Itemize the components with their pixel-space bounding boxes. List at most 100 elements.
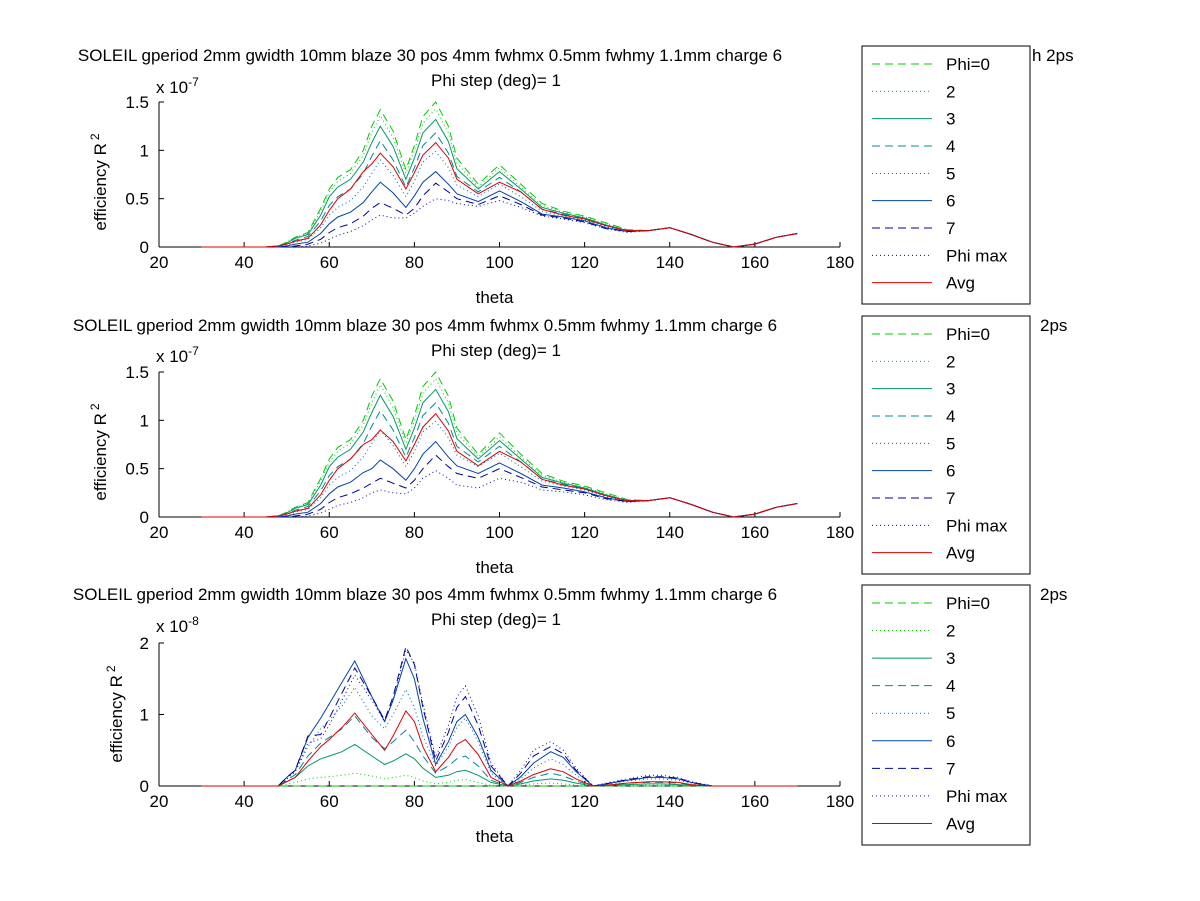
plot-area: 20 40 60 80 100 120 140 160 180 theta 0 0.5 1 1.5 (125, 363, 854, 577)
chart-title-tail: 2ps (1040, 316, 1067, 335)
y-axis-label-sup: 2 (88, 133, 102, 140)
series-line (201, 402, 798, 518)
y-tick-label: 0 (140, 777, 149, 796)
chart-title-tail: 2ps (1040, 585, 1067, 604)
series-line (201, 118, 798, 248)
x-axis-label: theta (476, 288, 514, 307)
series-line (201, 132, 798, 248)
legend-box (861, 315, 1031, 575)
x-tick-label: 100 (485, 792, 513, 811)
legend-label: 5 (946, 164, 955, 183)
series-line (201, 170, 798, 248)
x-tick-label: 20 (150, 523, 169, 542)
chart-title-tail: h 2ps (1032, 46, 1074, 65)
legend-label: 2 (946, 352, 955, 371)
y-tick-label: 0.5 (125, 460, 149, 479)
legend-label: 3 (946, 110, 955, 129)
plot-area: 20 40 60 80 100 120 140 160 180 theta 0 1 2 (140, 634, 855, 846)
x-tick-label: 180 (826, 253, 854, 272)
x-tick-label: 140 (656, 523, 684, 542)
legend-label: Phi max (946, 246, 1008, 265)
x-tick-label: 100 (485, 253, 513, 272)
y-tick-label: 0 (140, 238, 149, 257)
x-tick-label: 20 (150, 253, 169, 272)
series-line (201, 686, 798, 787)
series-line (201, 377, 798, 518)
legend-label: Phi=0 (946, 325, 990, 344)
x-tick-label: 120 (570, 253, 598, 272)
y-tick-label: 1 (140, 411, 149, 430)
x-tick-label: 120 (570, 523, 598, 542)
legend: Phi=0 2 3 4 5 6 7 Phi max Avg (861, 584, 1031, 846)
series-line (201, 182, 798, 248)
legend-label: 2 (946, 622, 955, 641)
x-tick-label: 40 (235, 792, 254, 811)
y-tick-label: 1 (140, 141, 149, 160)
series-line (201, 454, 798, 518)
legend-label: 2 (946, 82, 955, 101)
chart-2: SOLEIL gperiod 2mm gwidth 10mm blaze 30 … (73, 315, 1067, 577)
legend-label: 6 (946, 462, 955, 481)
y-tick-label: 1.5 (125, 363, 149, 382)
x-tick-label: 80 (405, 523, 424, 542)
x-axis-label: theta (476, 558, 514, 577)
y-exponent-prefix: x 10 (156, 617, 188, 636)
legend-label: 7 (946, 489, 955, 508)
y-exponent-label: x 10-7 (156, 75, 199, 97)
series-line (201, 412, 798, 518)
legend-label: 6 (946, 732, 955, 751)
x-tick-label: 60 (320, 792, 339, 811)
x-tick-label: 140 (656, 253, 684, 272)
series-line (201, 198, 798, 248)
legend-label: Phi=0 (946, 594, 990, 613)
legend: Phi=0 2 3 4 5 6 7 Phi max Avg (861, 45, 1031, 305)
x-tick-label: 180 (826, 523, 854, 542)
y-axis-label-text: efficiency R (91, 143, 110, 231)
legend-label: Avg (946, 274, 975, 293)
x-tick-label: 180 (826, 792, 854, 811)
y-axis-label-text: efficiency R (107, 675, 126, 763)
legend-label: 6 (946, 192, 955, 211)
series-line (201, 470, 798, 518)
series-line (201, 420, 798, 518)
y-exponent-power: -7 (188, 75, 199, 89)
legend-label: 7 (946, 759, 955, 778)
chart-title-line1: SOLEIL gperiod 2mm gwidth 10mm blaze 30 … (73, 585, 777, 604)
legend-label: Phi max (946, 516, 1008, 535)
legend-label: 4 (946, 677, 955, 696)
series-line (201, 101, 798, 248)
legend-label: Avg (946, 814, 975, 833)
legend: Phi=0 2 3 4 5 6 7 Phi max Avg (861, 315, 1031, 575)
y-tick-label: 1 (140, 706, 149, 725)
x-tick-label: 60 (320, 253, 339, 272)
chart-3: SOLEIL gperiod 2mm gwidth 10mm blaze 30 … (73, 584, 1067, 846)
y-axis-label: efficiency R 2 (88, 133, 110, 231)
y-tick-label: 0 (140, 508, 149, 527)
series-line (201, 743, 798, 787)
y-exponent-prefix: x 10 (156, 78, 188, 97)
x-tick-label: 40 (235, 253, 254, 272)
y-exponent-label: x 10-7 (156, 344, 199, 366)
legend-box (861, 584, 1031, 846)
legend-label: 5 (946, 704, 955, 723)
y-tick-label: 2 (140, 634, 149, 653)
legend-label: 4 (946, 407, 955, 426)
series-line (201, 648, 798, 787)
series-line (201, 440, 798, 518)
series-line (201, 150, 798, 248)
series-line (201, 657, 798, 787)
series-line (201, 709, 798, 787)
y-axis-label-sup: 2 (104, 665, 118, 672)
x-tick-label: 160 (741, 523, 769, 542)
x-tick-label: 20 (150, 792, 169, 811)
y-axis-label: efficiency R 2 (104, 665, 126, 763)
series-line (201, 715, 798, 787)
x-tick-label: 100 (485, 523, 513, 542)
series-line (201, 645, 798, 787)
x-tick-label: 40 (235, 523, 254, 542)
legend-label: 5 (946, 434, 955, 453)
series-line (201, 388, 798, 518)
y-exponent-power: -7 (188, 344, 199, 358)
x-tick-label: 160 (741, 253, 769, 272)
chart-title-line1: SOLEIL gperiod 2mm gwidth 10mm blaze 30 … (73, 316, 777, 335)
